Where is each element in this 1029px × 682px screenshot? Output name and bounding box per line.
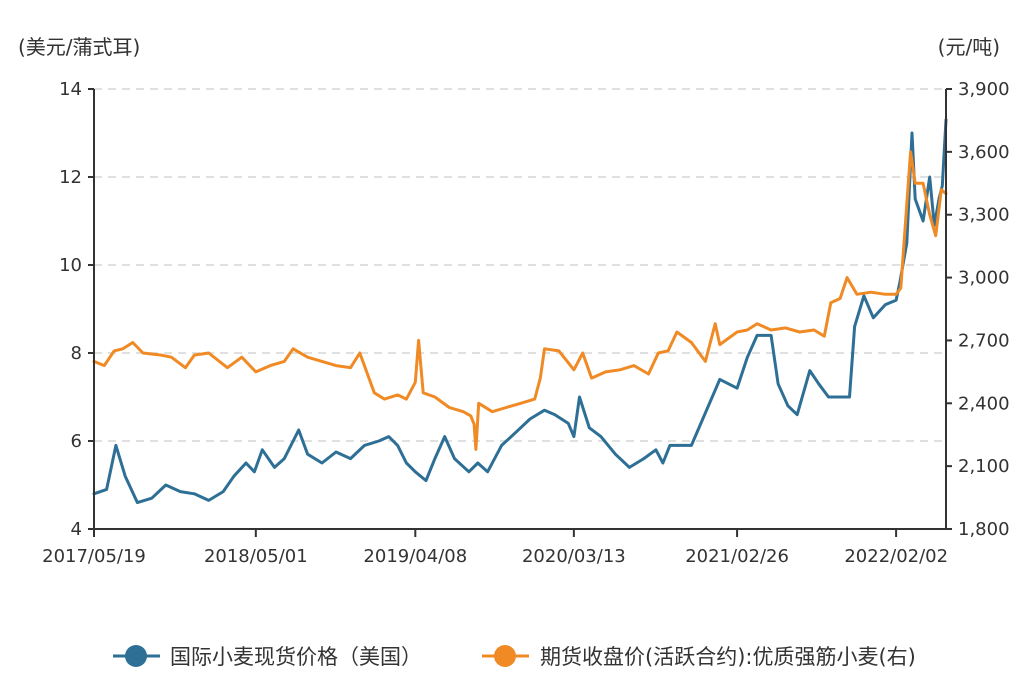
left-tick-label: 10 xyxy=(59,255,82,276)
right-tick-label: 1,800 xyxy=(958,519,1010,540)
left-axis-unit-label: (美元/蒲式耳) xyxy=(18,35,140,59)
x-tick-label: 2021/02/26 xyxy=(685,546,789,567)
x-tick-label: 2018/05/01 xyxy=(204,546,308,567)
left-tick-label: 6 xyxy=(71,431,82,452)
right-tick-label: 3,300 xyxy=(958,205,1010,226)
left-axis-ticks: 14 12 10 8 6 4 xyxy=(59,79,94,540)
left-tick-label: 4 xyxy=(71,519,82,540)
right-tick-label: 3,000 xyxy=(958,268,1010,289)
x-tick-label: 2022/02/02 xyxy=(844,546,948,567)
gridlines xyxy=(94,88,946,442)
x-tick-label: 2020/03/13 xyxy=(522,546,626,567)
right-tick-label: 2,700 xyxy=(958,330,1010,351)
legend-marker-futures xyxy=(494,645,516,667)
x-tick-label: 2019/04/08 xyxy=(363,546,467,567)
legend-label-us-spot: 国际小麦现货价格（美国） xyxy=(170,645,422,669)
series-line-us-spot xyxy=(92,118,948,505)
x-axis-ticks: 2017/05/19 2018/05/01 2019/04/08 2020/03/13… xyxy=(42,529,948,567)
right-tick-label: 3,600 xyxy=(958,142,1010,163)
x-tick-label: 2017/05/19 xyxy=(42,546,146,567)
legend: 国际小麦现货价格（美国） 期货收盘价(活跃合约):优质强筋小麦(右) xyxy=(113,645,916,669)
series-line-futures xyxy=(92,150,948,451)
right-axis-ticks: 3,900 3,600 3,300 3,000 2,700 2,400 2,100 1,800 xyxy=(946,79,1010,540)
legend-item-us-spot[interactable]: 国际小麦现货价格（美国） xyxy=(113,645,422,669)
left-tick-label: 8 xyxy=(71,343,82,364)
left-tick-label: 12 xyxy=(59,167,82,188)
series-layer xyxy=(92,118,948,505)
right-axis-unit-label: (元/吨) xyxy=(938,35,1000,59)
right-tick-label: 2,400 xyxy=(958,393,1010,414)
right-tick-label: 3,900 xyxy=(958,79,1010,100)
legend-item-futures[interactable]: 期货收盘价(活跃合约):优质强筋小麦(右) xyxy=(482,645,916,669)
right-tick-label: 2,100 xyxy=(958,456,1010,477)
left-tick-label: 14 xyxy=(59,79,82,100)
axes xyxy=(93,89,947,530)
legend-label-futures: 期货收盘价(活跃合约):优质强筋小麦(右) xyxy=(540,645,916,669)
legend-marker-us-spot xyxy=(125,645,147,667)
